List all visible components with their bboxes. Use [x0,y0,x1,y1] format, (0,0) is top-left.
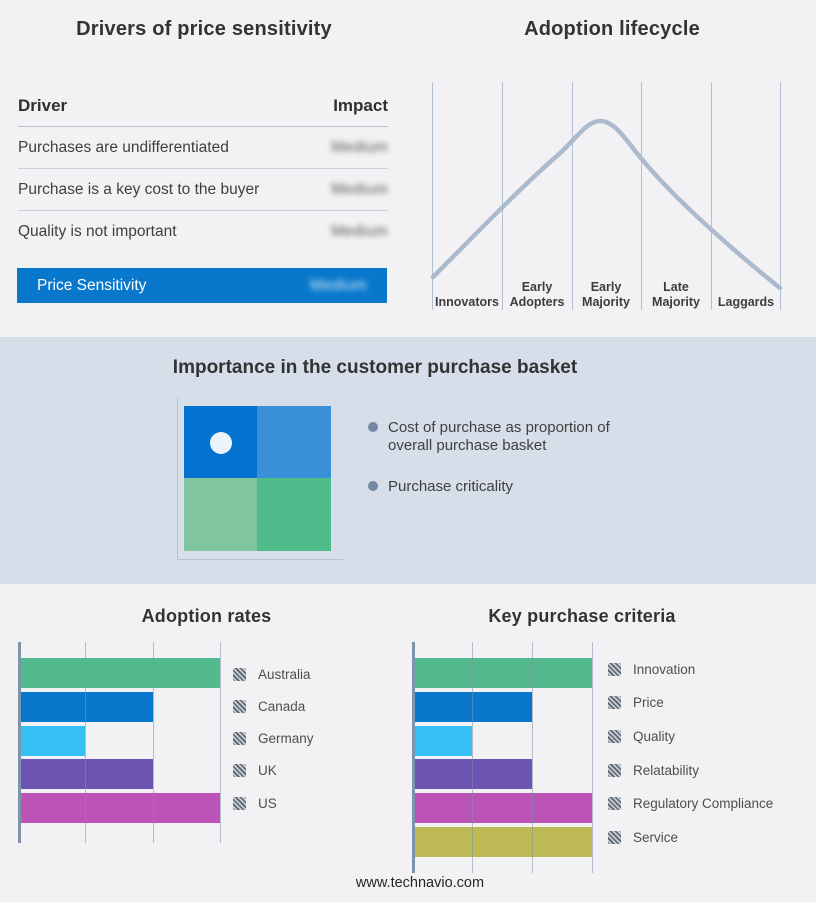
quadrant-y-axis [177,398,178,560]
legend-label: Relatability [633,762,700,778]
bar-canada [21,691,153,722]
legend-item: US [233,793,277,813]
legend-item: Australia [233,664,311,684]
table-row: Purchase is a key cost to the buyer Medi… [18,169,388,211]
purchase-basket-title: Importance in the customer purchase bask… [172,357,578,378]
driver-cell: Quality is not important [18,223,177,240]
bar-price [415,691,532,722]
legend-item: UK [233,761,277,781]
column-header-driver: Driver [18,96,68,115]
stage-label-laggards: Laggards [717,294,775,309]
gridline [219,642,221,843]
lifecycle-title: Adoption lifecycle [524,18,700,40]
bar-quality [415,725,472,756]
gridline [472,642,473,873]
adoption-rates-chart: Adoption rates Australia Canada Germany UK U… [18,600,395,843]
chart-title: Adoption rates [141,606,272,626]
purchase-basket-band [0,337,816,584]
bullet-icon [368,422,378,432]
quadrant-cell-bottom-left [184,478,257,551]
legend-label: Innovation [633,661,696,677]
bar-us [21,793,220,824]
bar-innovation [415,658,592,688]
impact-cell-obscured: Medium [331,223,388,240]
bullet-item: Purchase criticality [368,478,640,496]
bar-relatability [415,759,532,790]
hatch-swatch-icon [608,797,621,811]
legend-item: Relatability [608,760,699,780]
quadrant-cell-top-right [257,406,331,478]
legend-label: Australia [258,666,311,682]
stage-label-late-majority: Late Majority [652,280,700,309]
bullet-text: Purchase criticality [388,478,514,495]
y-axis [18,642,21,843]
hatch-swatch-icon [233,732,246,746]
key-purchase-criteria-plot [412,642,595,873]
price-sensitivity-highlight-row: Price Sensitivity Medium [17,268,387,303]
gridline [85,642,87,843]
hatch-swatch-icon [233,764,246,778]
legend-item: Quality [608,726,675,746]
driver-cell: Purchases are undifferentiated [18,139,229,156]
stage-label-early-majority: Early Majority [582,280,630,309]
legend-label: UK [258,763,277,779]
legend-item: Germany [233,729,314,749]
legend-label: US [258,795,277,811]
legend-item: Service [608,828,678,848]
table-row: Purchases are undifferentiated Medium [18,127,388,169]
bar-germany [21,725,86,756]
bar-australia [21,658,220,688]
lifecycle-curve-svg [430,82,783,310]
legend-label: Germany [258,731,314,747]
y-axis [412,642,415,873]
table-row: Quality is not important Medium [18,211,388,252]
hatch-swatch-icon [608,662,621,676]
website-footer: www.technavio.com [355,875,485,891]
stage-label-innovators: Innovators [435,294,499,309]
gridline [532,642,533,873]
key-purchase-criteria-chart: Key purchase criteria Innovation Price Qua… [412,600,800,873]
bullet-text: Cost of purchase as proportion of overal… [388,419,610,454]
impact-cell-obscured: Medium [310,276,367,294]
chart-title: Key purchase criteria [488,606,676,626]
legend-item: Price [608,693,664,713]
impact-cell-obscured: Medium [331,139,388,156]
legend-item: Canada [233,696,305,716]
table-header: Driver Impact [18,96,388,127]
bullet-icon [368,481,378,491]
quadrant-x-axis [177,559,343,560]
marker-dot-icon [210,432,232,454]
bar-uk [21,759,153,790]
driver-cell: Purchase is a key cost to the buyer [18,181,260,198]
adoption-lifecycle-chart: Innovators Early Adopters Early Majority… [420,60,800,315]
legend-label: Price [633,695,664,711]
stage-label-early-adopters: Early Adopters [509,280,565,309]
drivers-table: Driver Impact Purchases are undifferenti… [17,96,388,303]
legend-label: Quality [633,728,676,744]
drivers-title: Drivers of price sensitivity [76,18,332,40]
quadrant-cell-bottom-right [257,478,331,551]
hatch-swatch-icon [233,699,246,713]
bullet-item: Cost of purchase as proportion of overal… [368,419,640,454]
hatch-swatch-icon [608,729,621,743]
gridline [592,642,593,873]
hatch-swatch-icon [608,763,621,777]
hatch-swatch-icon [233,667,246,681]
hatch-swatch-icon [233,796,246,810]
driver-cell: Price Sensitivity [37,276,147,294]
column-header-impact: Impact [333,96,388,115]
adoption-rates-plot [18,642,223,843]
legend-label: Regulatory Compliance [633,796,774,812]
bar-regulatory-compliance [415,793,592,824]
hatch-swatch-icon [608,831,621,844]
impact-cell-obscured: Medium [331,181,388,198]
legend-item: Regulatory Compliance [608,794,773,814]
gridline [152,642,154,843]
legend-label: Canada [258,698,306,714]
hatch-swatch-icon [608,696,621,710]
legend-item: Innovation [608,659,695,679]
purchase-basket-bullets: Cost of purchase as proportion of overal… [368,419,640,520]
legend-label: Service [633,830,679,845]
bar-service [415,827,592,857]
